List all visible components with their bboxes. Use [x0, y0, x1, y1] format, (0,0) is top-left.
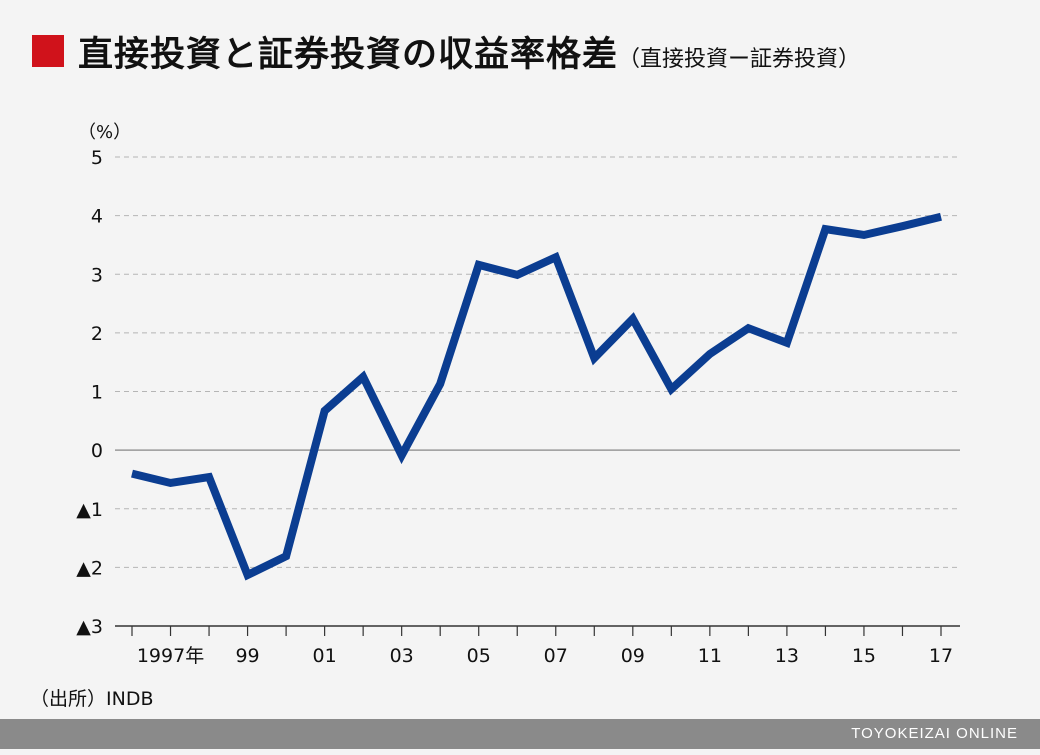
x-tick-label: 01 [313, 645, 337, 667]
y-tick-label: 2 [91, 323, 103, 345]
x-tick-label: 09 [621, 645, 645, 667]
x-tick-label: 15 [852, 645, 876, 667]
y-tick-label: ▲3 [76, 616, 103, 638]
y-tick-label: 5 [91, 147, 103, 169]
x-tick-label: 1997年 [137, 645, 204, 667]
line-chart: （%） 5 4 3 2 1 0 ▲1 ▲2 ▲3 1997年 99 01 03 05 07 09 11 13 15… [76, 122, 960, 667]
y-axis-unit: （%） [78, 122, 131, 143]
x-tick-label: 17 [929, 645, 953, 667]
y-tick-label: 0 [91, 440, 103, 462]
footer-brand: TOYOKEIZAI ONLINE [851, 725, 1018, 742]
footer-bar: TOYOKEIZAI ONLINE [0, 719, 1040, 749]
x-tick-label: 99 [235, 645, 259, 667]
series-line [131, 212, 942, 581]
y-tick-label: 3 [91, 264, 103, 286]
x-tick-label: 05 [467, 645, 491, 667]
title-marker [32, 35, 64, 67]
x-tick-label: 03 [390, 645, 414, 667]
x-tick-label: 07 [544, 645, 568, 667]
x-tick-label: 11 [698, 645, 722, 667]
y-tick-label: ▲1 [76, 499, 103, 521]
chart-title: 直接投資と証券投資の収益率格差（直接投資ー証券投資） [78, 26, 860, 77]
y-tick-label: 4 [91, 206, 103, 228]
y-tick-label: ▲2 [76, 557, 103, 579]
chart-subtitle: （直接投資ー証券投資） [618, 47, 861, 72]
y-tick-label: 1 [91, 382, 103, 404]
x-tick-label: 13 [775, 645, 799, 667]
title-text: 直接投資と証券投資の収益率格差 [78, 35, 619, 75]
source-note: （出所）INDB [30, 688, 154, 710]
